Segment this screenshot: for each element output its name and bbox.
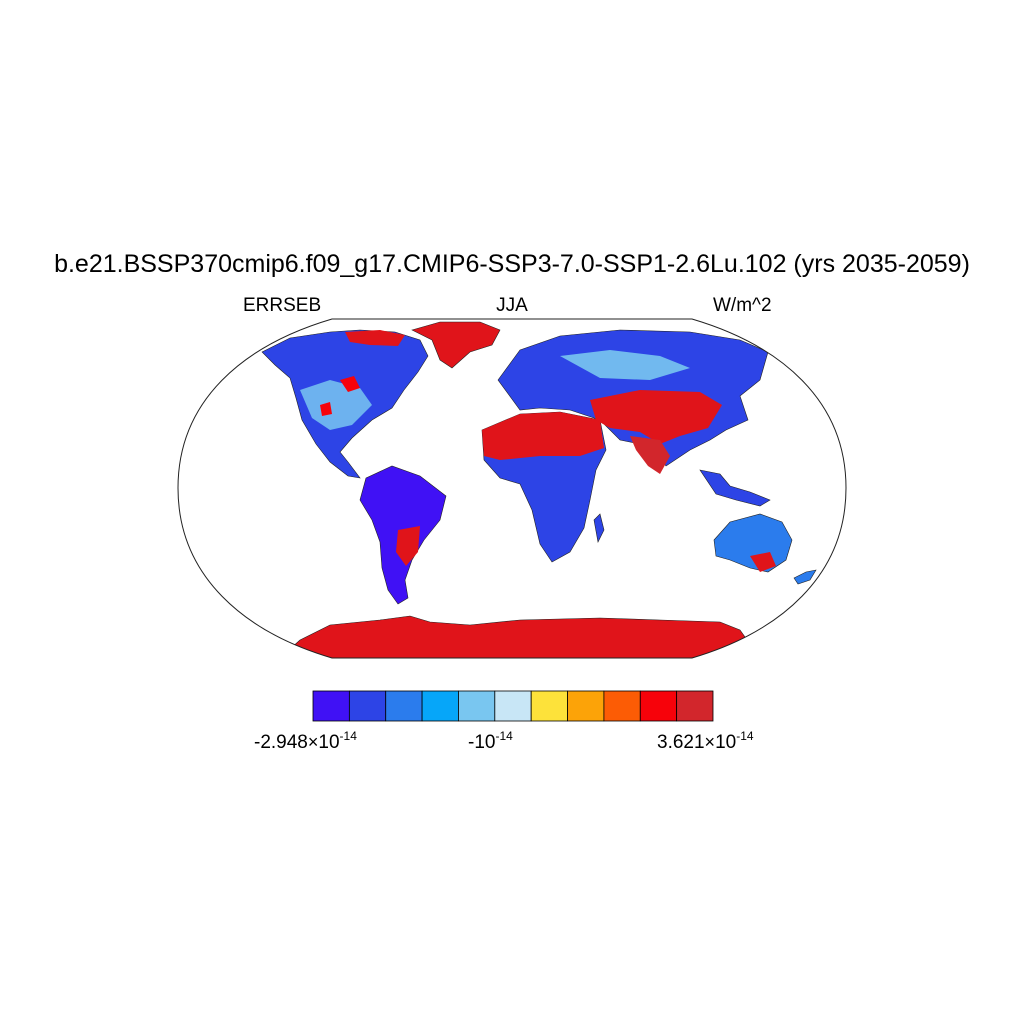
siberia-light-patch — [560, 350, 690, 380]
colorbar-box-3 — [385, 690, 423, 722]
australia-red-patch — [750, 552, 776, 572]
new-zealand-region — [793, 569, 817, 585]
sahara-red-region — [482, 412, 604, 460]
colorbar-min-exponent: -14 — [339, 729, 357, 743]
plot-title: b.e21.BSSP370cmip6.f09_g17.CMIP6-SSP3-7.… — [54, 250, 970, 278]
colorbar-min-label: -2.948×10-14 — [254, 729, 357, 754]
colorbar-box-11 — [676, 690, 714, 722]
colorbar-max-times: × — [704, 732, 716, 752]
australia-region — [713, 513, 793, 573]
colorbar-max-ten: 10 — [715, 732, 737, 753]
season-label-text: JJA — [496, 295, 528, 316]
india-red-region — [630, 436, 670, 474]
colorbar-min-ten: 10 — [318, 732, 340, 753]
colorbar-box-8 — [567, 690, 605, 722]
season-label: JJA — [0, 295, 1024, 317]
colorbar-mid-base: -10 — [468, 732, 496, 753]
colorbar-box-10 — [639, 690, 678, 722]
map-boundary — [177, 318, 847, 659]
colorbar — [312, 690, 714, 722]
south-america-red-patch — [396, 526, 420, 566]
colorbar-box-2 — [348, 690, 387, 722]
colorbar-mid-label: -10-14 — [468, 729, 513, 754]
greenland-region — [411, 321, 501, 369]
colorbar-box-7 — [530, 690, 568, 722]
colorbar-box-1 — [312, 690, 350, 722]
colorbar-min-times: × — [307, 732, 319, 752]
colorbar-max-mantissa: 3.621 — [657, 732, 705, 753]
colorbar-min-mantissa: -2.948 — [254, 732, 308, 753]
central-asia-red-region — [590, 390, 722, 444]
map-noise-overlay — [178, 319, 846, 658]
colorbar-max-label: 3.621×10-14 — [657, 729, 754, 754]
north-america-red-patch — [320, 376, 360, 416]
units-label: W/m^2 — [713, 295, 772, 316]
madagascar-region — [593, 513, 605, 543]
colorbar-box-9 — [603, 690, 641, 722]
colorbar-box-6 — [494, 690, 532, 722]
map-land-layer — [261, 321, 817, 658]
variable-name-label: ERRSEB — [243, 295, 322, 316]
colorbar-mid-exponent: -14 — [495, 729, 513, 743]
southeast-asia-region — [699, 469, 771, 507]
canada-arctic-red — [345, 330, 405, 346]
colorbar-box-5 — [458, 690, 496, 722]
north-america-warm-patch — [300, 380, 372, 430]
colorbar-max-exponent: -14 — [736, 729, 754, 743]
colorbar-box-4 — [421, 690, 459, 722]
